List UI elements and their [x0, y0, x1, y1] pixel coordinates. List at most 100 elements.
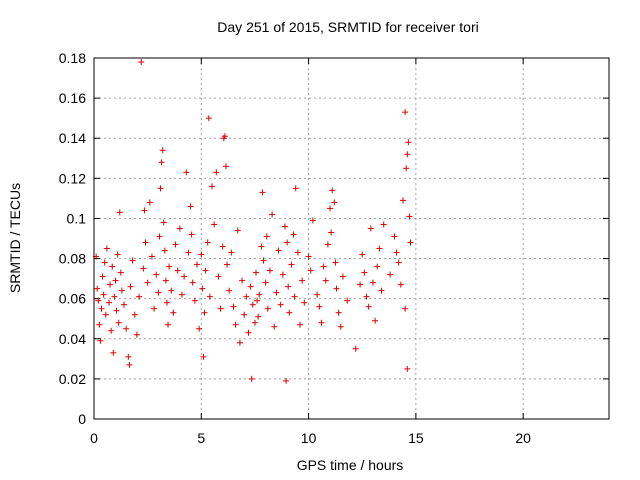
- data-point: [397, 281, 404, 288]
- x-axis-label: GPS time / hours: [297, 457, 404, 473]
- data-point: [121, 301, 128, 308]
- data-point: [108, 327, 115, 334]
- data-point: [112, 277, 119, 284]
- y-axis-label: SRMTID / TECUs: [7, 183, 23, 293]
- y-tick-label: 0.12: [59, 170, 86, 186]
- data-point: [129, 257, 136, 264]
- data-point: [260, 257, 267, 264]
- data-point: [369, 279, 376, 286]
- data-point: [333, 285, 340, 292]
- data-point: [271, 323, 278, 330]
- data-point: [372, 317, 379, 324]
- data-point: [391, 233, 398, 240]
- data-point: [314, 291, 321, 298]
- x-tick-label: 15: [408, 430, 424, 446]
- data-point: [236, 339, 243, 346]
- data-point: [110, 349, 117, 356]
- data-point: [288, 261, 295, 268]
- data-point: [400, 197, 406, 204]
- data-point: [403, 165, 410, 172]
- data-point: [273, 289, 280, 296]
- data-point: [335, 309, 342, 316]
- data-point: [211, 221, 218, 228]
- data-point: [138, 59, 145, 66]
- data-point: [148, 253, 155, 260]
- plot-frame: [93, 57, 610, 420]
- data-point: [107, 281, 114, 288]
- data-point: [181, 273, 188, 280]
- data-point: [176, 225, 183, 232]
- data-point: [99, 273, 106, 280]
- data-point: [103, 245, 110, 252]
- data-point: [251, 319, 258, 326]
- y-tick-label: 0.18: [59, 50, 86, 66]
- data-point: [241, 311, 248, 318]
- data-point: [376, 245, 383, 252]
- data-point: [100, 291, 107, 298]
- data-point: [318, 319, 325, 326]
- y-tick-label: 0.14: [59, 130, 86, 146]
- data-point: [339, 273, 346, 280]
- data-point: [158, 159, 165, 166]
- data-point: [166, 263, 173, 270]
- data-point: [249, 301, 256, 308]
- data-point: [222, 163, 229, 170]
- data-point: [196, 325, 203, 332]
- data-point: [275, 247, 282, 254]
- data-point: [127, 283, 134, 290]
- data-point: [146, 199, 153, 206]
- data-point: [281, 223, 288, 230]
- data-point: [183, 169, 190, 176]
- data-point: [387, 271, 394, 278]
- grid: [94, 58, 609, 419]
- data-point: [204, 239, 211, 246]
- data-point: [307, 267, 314, 274]
- data-point: [286, 309, 293, 316]
- y-tick-label: 0: [78, 411, 86, 427]
- data-point: [201, 309, 208, 316]
- data-point: [202, 267, 209, 274]
- data-point: [162, 277, 169, 284]
- data-point: [285, 283, 292, 290]
- data-point: [224, 261, 231, 268]
- x-tick-label: 10: [301, 430, 317, 446]
- data-point: [248, 375, 255, 382]
- data-point: [290, 231, 297, 238]
- data-point: [95, 297, 102, 304]
- data-point: [309, 217, 316, 224]
- data-point: [156, 233, 163, 240]
- data-point: [165, 321, 172, 328]
- data-point: [322, 277, 329, 284]
- data-point: [219, 243, 226, 250]
- data-point: [378, 287, 385, 294]
- data-point: [151, 305, 158, 312]
- data-point: [305, 253, 312, 260]
- data-point: [320, 263, 327, 270]
- y-tick-label: 0.08: [59, 251, 86, 267]
- data-point: [155, 289, 162, 296]
- data-point: [174, 267, 181, 274]
- data-point: [269, 211, 276, 218]
- data-point: [299, 277, 306, 284]
- data-point: [188, 231, 195, 238]
- data-point: [123, 325, 130, 332]
- data-point: [106, 299, 113, 306]
- y-tick-label: 0.06: [59, 291, 86, 307]
- data-point: [245, 329, 252, 336]
- data-point: [153, 271, 160, 278]
- data-point: [109, 263, 116, 270]
- data-point: [253, 269, 260, 276]
- data-point: [118, 287, 125, 294]
- data-point: [194, 261, 200, 268]
- data-point: [407, 239, 414, 246]
- chart-title: Day 251 of 2015, SRMTID for receiver tor…: [217, 19, 478, 35]
- data-point: [117, 269, 124, 276]
- data-point: [374, 263, 381, 270]
- data-point: [199, 285, 206, 292]
- data-point: [352, 345, 359, 352]
- data-point: [116, 209, 123, 216]
- data-point: [97, 337, 104, 344]
- data-point: [406, 213, 413, 220]
- data-point: [332, 259, 339, 266]
- tick-labels: 0 0.02 0.04 0.06 0.08 0.1 0.12 0.14 0.16 0.18 0 5 10…: [59, 50, 531, 446]
